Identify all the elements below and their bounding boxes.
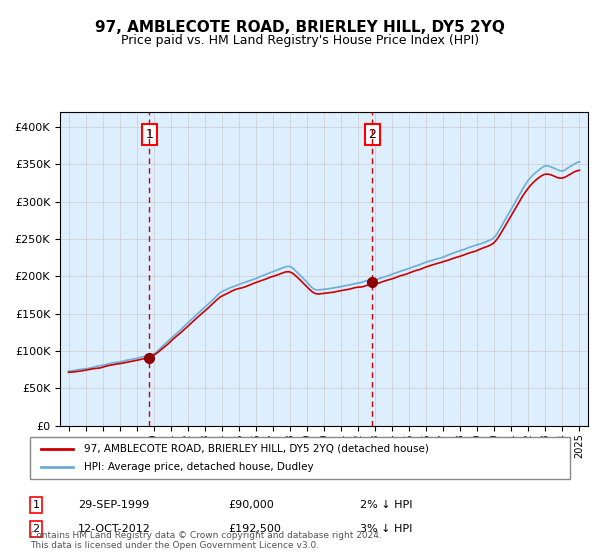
Text: 12-OCT-2012: 12-OCT-2012 <box>78 524 151 534</box>
Text: 3% ↓ HPI: 3% ↓ HPI <box>360 524 412 534</box>
Text: 2: 2 <box>32 524 40 534</box>
Text: 1: 1 <box>32 500 40 510</box>
Text: £192,500: £192,500 <box>228 524 281 534</box>
Text: HPI: Average price, detached house, Dudley: HPI: Average price, detached house, Dudl… <box>84 462 314 472</box>
Text: Contains HM Land Registry data © Crown copyright and database right 2024.
This d: Contains HM Land Registry data © Crown c… <box>30 530 382 550</box>
Text: 2: 2 <box>368 128 376 141</box>
Text: Price paid vs. HM Land Registry's House Price Index (HPI): Price paid vs. HM Land Registry's House … <box>121 34 479 46</box>
Text: 97, AMBLECOTE ROAD, BRIERLEY HILL, DY5 2YQ: 97, AMBLECOTE ROAD, BRIERLEY HILL, DY5 2… <box>95 20 505 35</box>
Text: £90,000: £90,000 <box>228 500 274 510</box>
Text: 29-SEP-1999: 29-SEP-1999 <box>78 500 149 510</box>
Text: 1: 1 <box>145 128 154 141</box>
FancyBboxPatch shape <box>30 437 570 479</box>
Text: 2% ↓ HPI: 2% ↓ HPI <box>360 500 413 510</box>
Text: 97, AMBLECOTE ROAD, BRIERLEY HILL, DY5 2YQ (detached house): 97, AMBLECOTE ROAD, BRIERLEY HILL, DY5 2… <box>84 444 429 454</box>
